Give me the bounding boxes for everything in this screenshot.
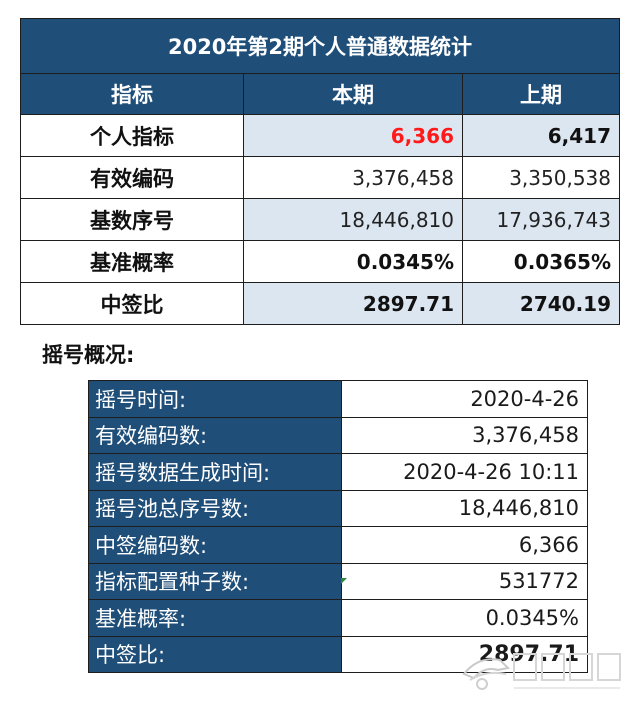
summary-label: 摇号池总序号数: <box>88 489 342 527</box>
current-value: 2897.71 <box>243 282 463 325</box>
table-row: 指标配置种子数: 531772 <box>88 562 588 600</box>
previous-value: 17,936,743 <box>462 198 620 241</box>
table-row: 摇号数据生成时间: 2020-4-26 10:11 <box>88 453 588 491</box>
summary-label: 中签编码数: <box>88 526 342 564</box>
table-row: 摇号时间: 2020-4-26 <box>88 380 588 418</box>
table-row: 基准概率: 0.0345% <box>88 599 588 637</box>
table-row: 中签编码数: 6,366 <box>88 526 588 564</box>
current-value: 18,446,810 <box>243 198 463 241</box>
previous-value: 0.0365% <box>462 240 620 283</box>
table-row: 基准概率 0.0345% 0.0365% <box>20 240 620 283</box>
summary-value: 3,376,458 <box>341 416 588 454</box>
summary-label: 中签比: <box>88 635 342 673</box>
summary-value: 2897.71 <box>341 635 588 673</box>
row-label: 基数序号 <box>20 198 244 241</box>
section-title: 摇号概况: <box>42 343 135 367</box>
summary-label: 指标配置种子数: <box>88 562 342 600</box>
lottery-summary-table: 摇号时间: 2020-4-26 有效编码数: 3,376,458 摇号数据生成时… <box>88 380 588 673</box>
current-value: 6,366 <box>243 114 463 157</box>
table-row: 基数序号 18,446,810 17,936,743 <box>20 198 620 241</box>
summary-label: 基准概率: <box>88 599 342 637</box>
table-row: 个人指标 6,366 6,417 <box>20 114 620 157</box>
header-previous-period: 上期 <box>462 73 620 115</box>
summary-label: 摇号时间: <box>88 380 342 418</box>
header-current-period: 本期 <box>243 73 463 115</box>
stats-table-header: 指标 本期 上期 <box>20 73 620 115</box>
previous-value: 6,417 <box>462 114 620 157</box>
header-indicator: 指标 <box>20 73 244 115</box>
summary-value: 2020-4-26 10:11 <box>341 453 588 491</box>
summary-value: 2020-4-26 <box>341 380 588 418</box>
summary-value: 18,446,810 <box>341 489 588 527</box>
row-label: 个人指标 <box>20 114 244 157</box>
table-row: 有效编码 3,376,458 3,350,538 <box>20 156 620 199</box>
row-label: 中签比 <box>20 282 244 325</box>
table-row: 中签比: 2897.71 <box>88 635 588 673</box>
row-label: 有效编码 <box>20 156 244 199</box>
current-value: 0.0345% <box>243 240 463 283</box>
previous-value: 2740.19 <box>462 282 620 325</box>
summary-value: 531772 <box>341 562 588 600</box>
summary-label: 有效编码数: <box>88 416 342 454</box>
row-label: 基准概率 <box>20 240 244 283</box>
cell-marker-icon <box>341 578 347 584</box>
table-row: 摇号池总序号数: 18,446,810 <box>88 489 588 527</box>
previous-value: 3,350,538 <box>462 156 620 199</box>
current-value: 3,376,458 <box>243 156 463 199</box>
table-row: 中签比 2897.71 2740.19 <box>20 282 620 325</box>
table-row: 有效编码数: 3,376,458 <box>88 416 588 454</box>
stats-table: 2020年第2期个人普通数据统计 指标 本期 上期 个人指标 6,366 6,4… <box>20 18 620 325</box>
summary-value: 6,366 <box>341 526 588 564</box>
summary-label: 摇号数据生成时间: <box>88 453 342 491</box>
stats-table-title: 2020年第2期个人普通数据统计 <box>20 18 620 74</box>
summary-value: 0.0345% <box>341 599 588 637</box>
